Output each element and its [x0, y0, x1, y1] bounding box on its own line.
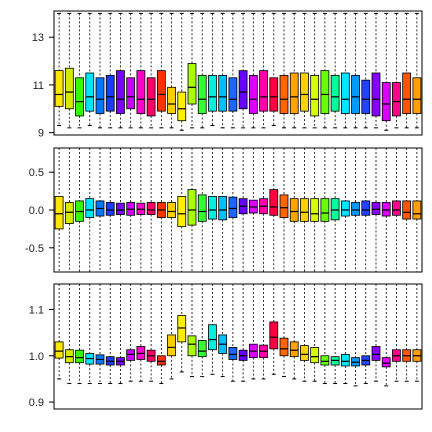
box: [310, 74, 320, 117]
box: [64, 202, 74, 225]
box: [371, 346, 381, 361]
box: [116, 202, 125, 215]
box: [156, 70, 166, 112]
box: [269, 189, 279, 216]
box: [146, 77, 156, 117]
box: [167, 202, 176, 218]
box: [136, 70, 146, 114]
box: [259, 70, 268, 112]
box: [146, 202, 156, 215]
y-tick-label: 11: [33, 80, 44, 92]
box: [402, 72, 412, 114]
box: [351, 202, 360, 216]
box: [381, 357, 391, 368]
box: [269, 77, 279, 112]
box: [381, 82, 391, 122]
y-tick-label: 0.9: [29, 397, 44, 409]
y-tick-label: 0.0: [29, 205, 44, 217]
box: [126, 349, 136, 361]
box: [320, 70, 330, 114]
y-tick-label: 9: [38, 128, 44, 140]
box: [75, 77, 84, 117]
box: [248, 74, 258, 114]
box: [340, 353, 350, 367]
panel-middle: -0.5 0.0 0.5: [25, 147, 423, 273]
box: [330, 74, 340, 112]
box: [197, 340, 207, 358]
box: [320, 355, 330, 366]
box: [392, 200, 401, 216]
box: [208, 74, 217, 112]
box: [85, 198, 95, 218]
box: [156, 355, 166, 366]
y-tick-label: 0.5: [29, 167, 44, 179]
box: [238, 70, 248, 110]
box: [289, 341, 299, 358]
box: [177, 315, 187, 343]
box: [228, 77, 238, 112]
y-tick-label: 13: [32, 32, 44, 44]
box: [330, 198, 340, 221]
box: [289, 72, 299, 114]
box: [105, 74, 115, 112]
box: [167, 334, 176, 357]
box: [279, 337, 289, 357]
box: [361, 200, 371, 216]
box: [75, 349, 84, 364]
box: [300, 72, 309, 112]
box: [177, 195, 187, 228]
box: [228, 196, 238, 218]
box: [228, 347, 238, 360]
box: [361, 79, 371, 114]
box: [187, 63, 197, 105]
box: [412, 200, 422, 220]
box: [116, 70, 125, 114]
box: [310, 347, 320, 364]
box: [381, 202, 391, 217]
box: [340, 72, 350, 114]
box: [289, 198, 299, 222]
box: [54, 70, 64, 107]
box: [279, 194, 289, 218]
box: [208, 324, 217, 351]
box: [187, 189, 197, 226]
box: [218, 195, 228, 221]
box: [208, 195, 217, 220]
box: [177, 91, 187, 122]
box: [85, 72, 95, 112]
y-tick-label: -0.5: [25, 243, 44, 255]
box: [300, 345, 309, 361]
panel-top: 9 11 13: [32, 10, 423, 140]
y-tick-label: 1.1: [29, 304, 44, 316]
box: [371, 202, 381, 215]
box: [95, 77, 105, 114]
box: [279, 74, 289, 114]
box: [310, 198, 320, 222]
box: [300, 198, 309, 222]
box: [320, 198, 330, 222]
box: [54, 195, 64, 230]
box: [54, 341, 64, 359]
box: [402, 200, 412, 220]
box: [340, 200, 350, 217]
box: [167, 86, 176, 114]
box: [412, 77, 422, 114]
box: [105, 202, 115, 216]
box: [64, 67, 74, 110]
plot-frame: [53, 10, 423, 136]
box: [351, 74, 360, 114]
box: [197, 74, 207, 114]
box: [218, 74, 228, 112]
y-tick-label: 1.0: [29, 351, 44, 363]
box: [197, 194, 207, 222]
box: [392, 82, 401, 117]
plot-frame: [53, 283, 423, 410]
box: [126, 77, 136, 110]
box: [187, 335, 197, 357]
box: [371, 72, 381, 117]
panel-bottom: 0.9 1.0 1.1: [29, 283, 423, 410]
box: [269, 321, 279, 350]
